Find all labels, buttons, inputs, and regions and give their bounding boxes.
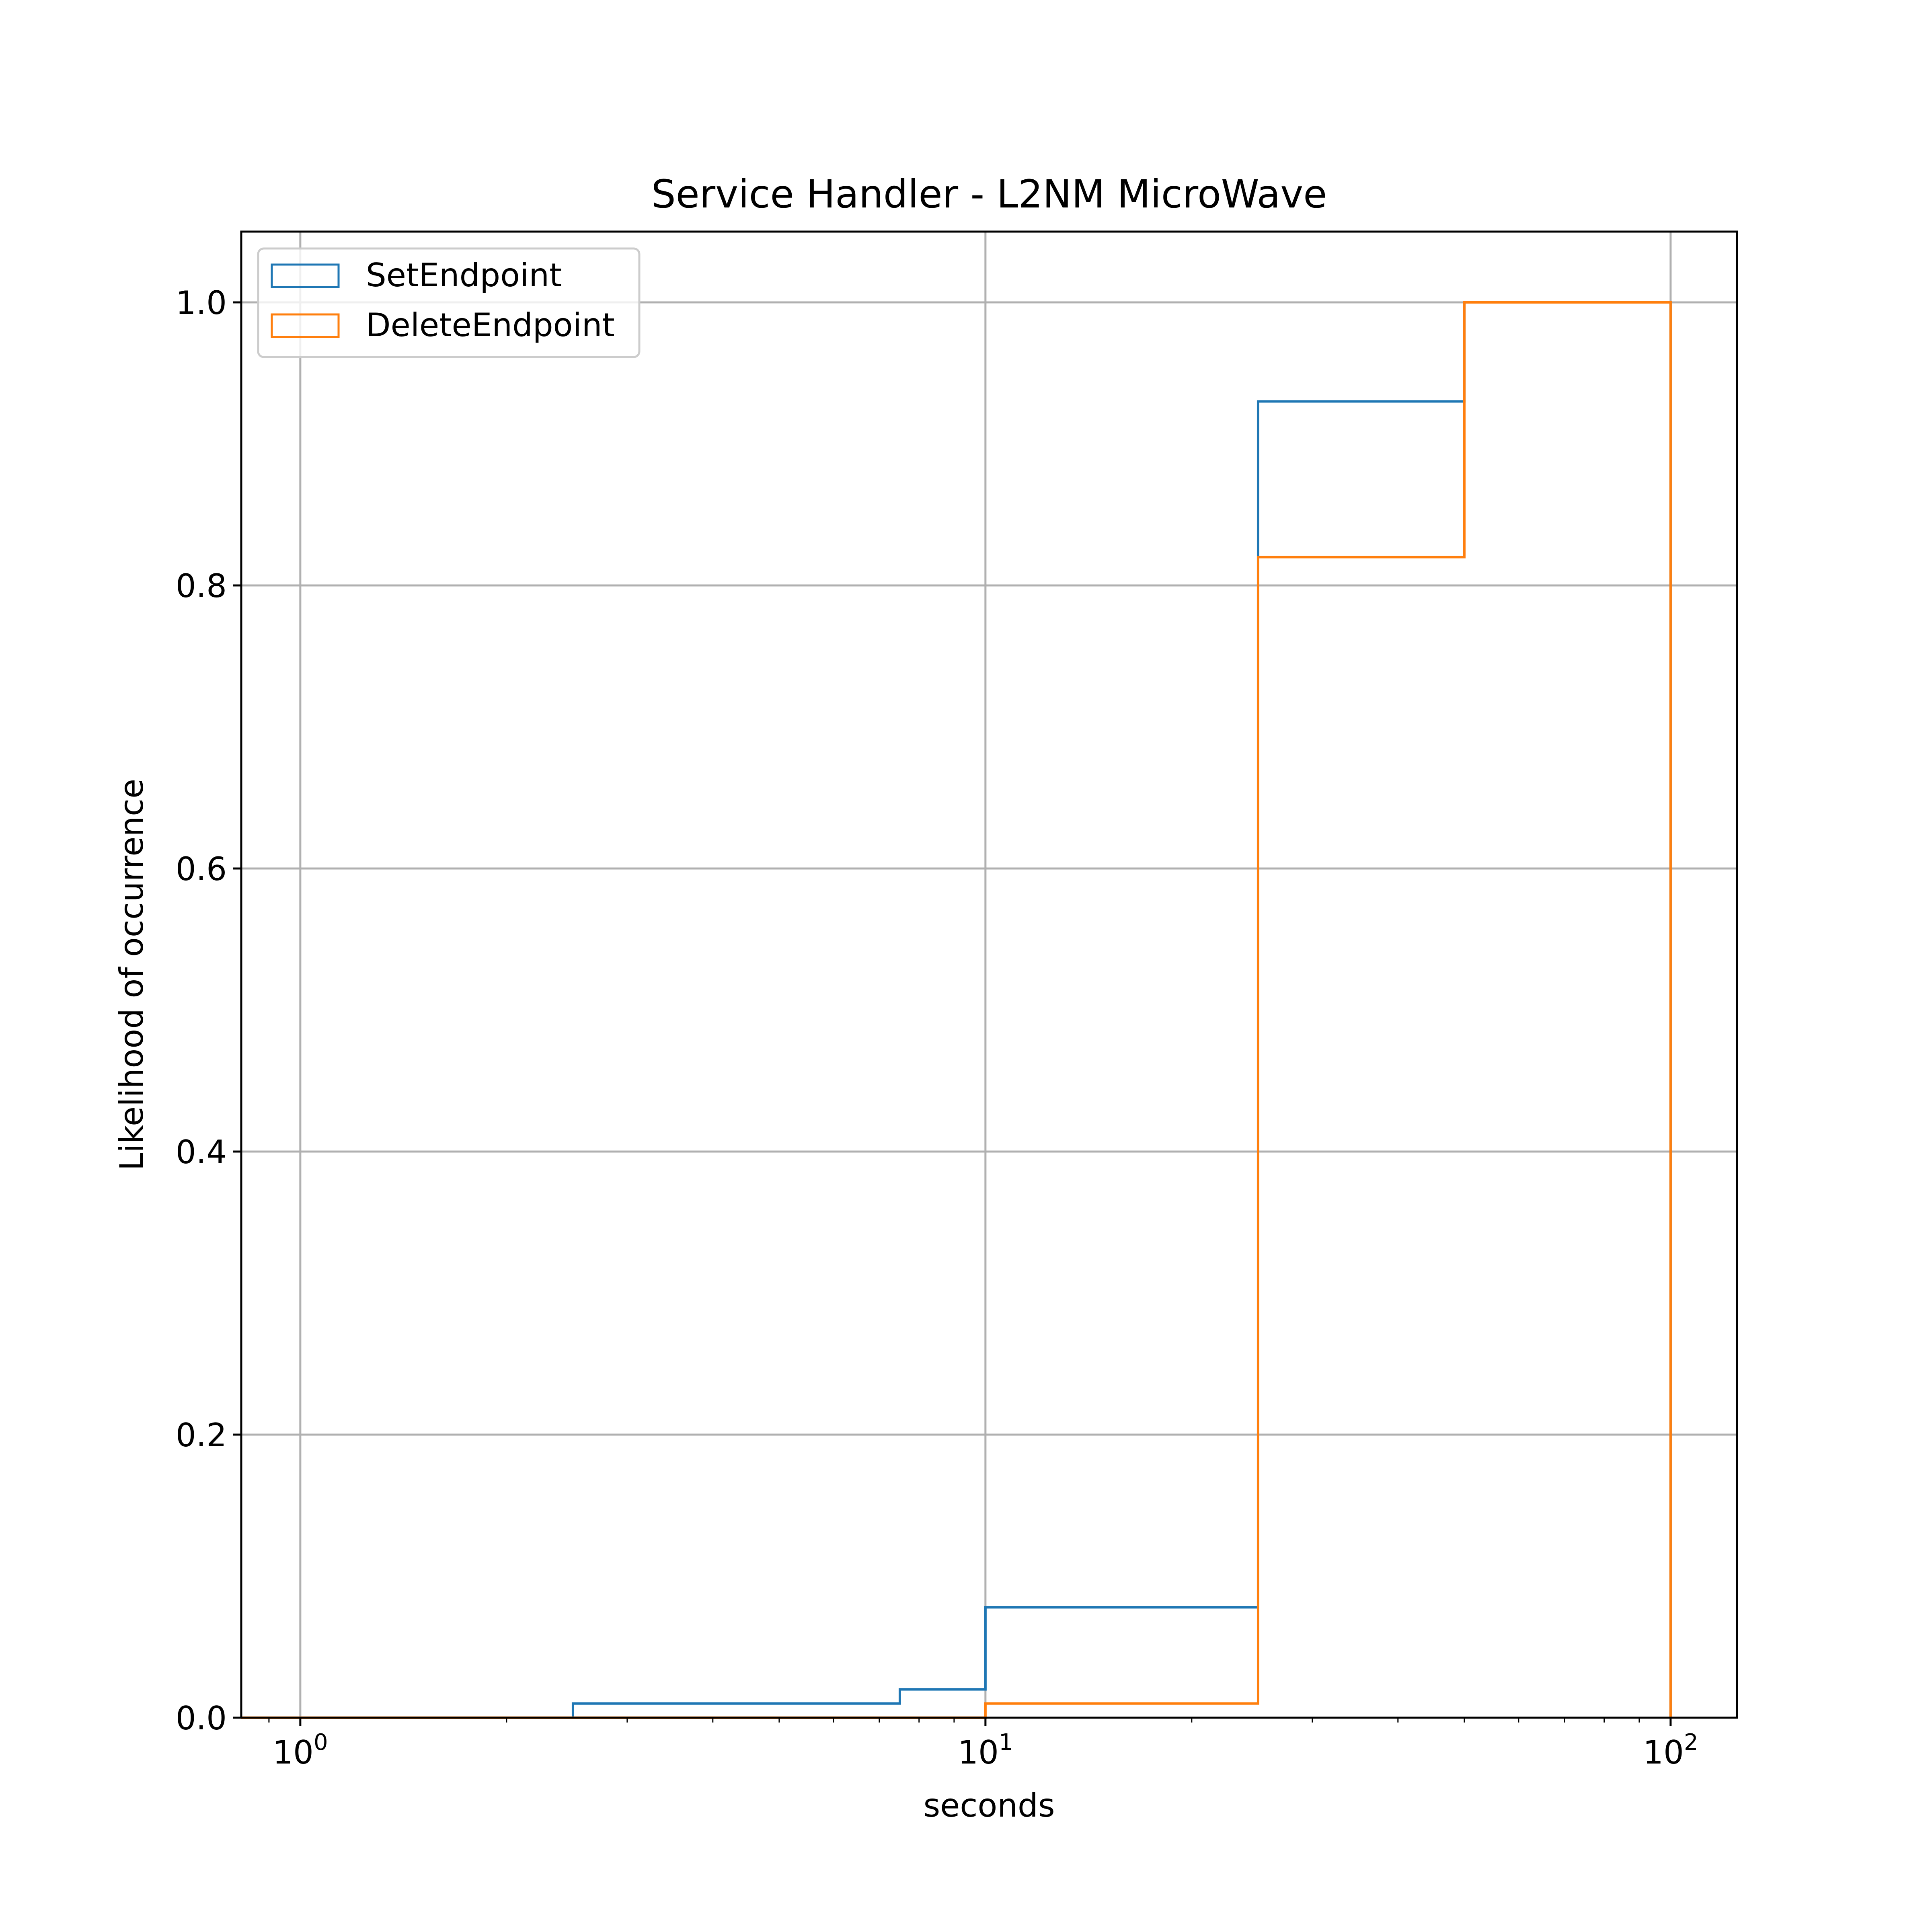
legend-label-deleteendpoint: DeleteEndpoint bbox=[366, 306, 615, 344]
y-tick-label: 0.2 bbox=[176, 1417, 227, 1454]
x-tick-exponent: 1 bbox=[999, 1729, 1013, 1755]
x-axis-label: seconds bbox=[924, 1787, 1055, 1824]
y-tick-label: 0.4 bbox=[176, 1133, 227, 1171]
y-tick-label: 0.6 bbox=[176, 850, 227, 888]
y-axis-label: Likelihood of occurrence bbox=[113, 779, 150, 1171]
y-tick-label: 0.0 bbox=[176, 1700, 227, 1737]
legend-label-setendpoint: SetEndpoint bbox=[366, 257, 562, 294]
x-tick-label: 101 bbox=[958, 1729, 1013, 1771]
plot-area bbox=[241, 232, 1737, 1718]
x-tick-exponent: 0 bbox=[314, 1729, 328, 1755]
legend-swatch-deleteendpoint bbox=[271, 313, 340, 338]
legend-box bbox=[257, 247, 641, 358]
legend: SetEndpoint DeleteEndpoint bbox=[257, 247, 641, 358]
x-tick-exponent: 2 bbox=[1684, 1729, 1698, 1755]
axes-frame bbox=[240, 230, 1738, 1719]
y-tick-label: 1.0 bbox=[176, 284, 227, 322]
y-tick-label: 0.8 bbox=[176, 567, 227, 605]
chart-title: Service Handler - L2NM MicroWave bbox=[651, 172, 1327, 217]
legend-swatch-setendpoint bbox=[271, 263, 340, 288]
